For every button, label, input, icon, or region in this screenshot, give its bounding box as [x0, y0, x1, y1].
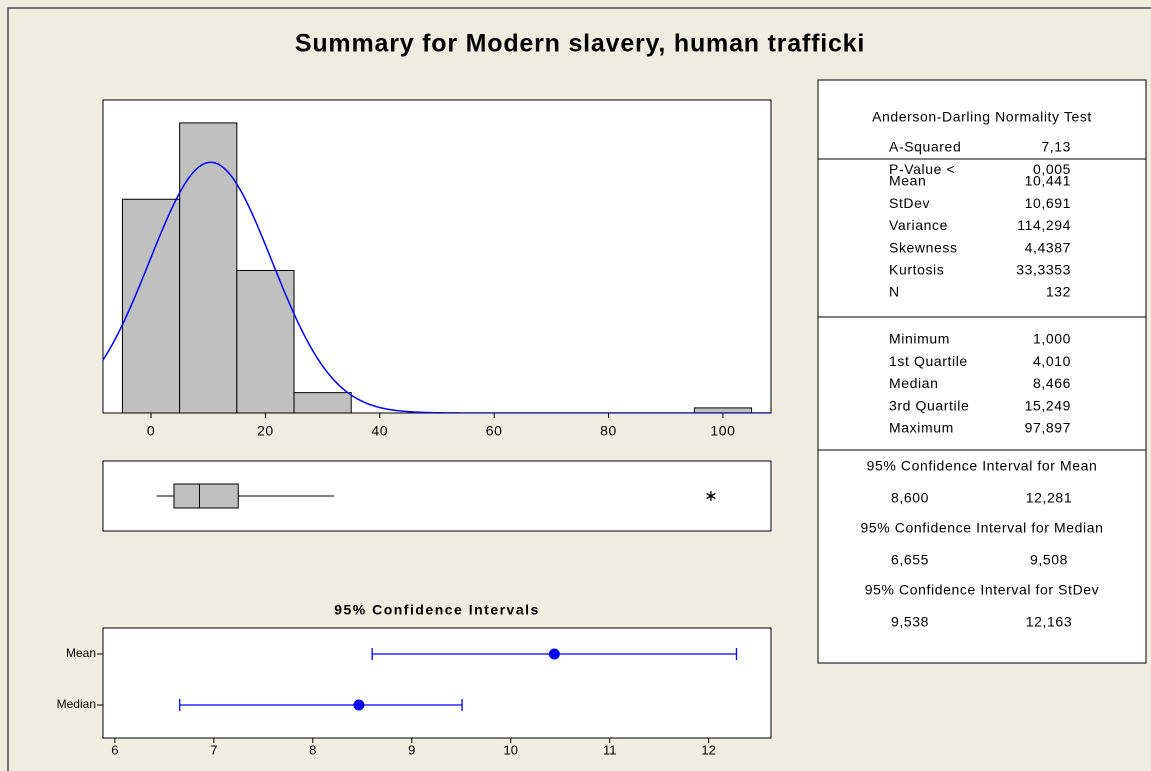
interval-panel	[102, 627, 772, 739]
histogram-bar	[236, 269, 295, 414]
stat-label: StDev	[889, 195, 930, 211]
interval-high: 12,163	[1026, 614, 1072, 630]
interval-title: 95% Confidence Intervals	[334, 602, 540, 618]
stat-value: 7,13	[1041, 139, 1071, 155]
x-tick-label: 7	[210, 742, 217, 757]
interval-high: 12,281	[1026, 490, 1072, 506]
outer-frame	[7, 7, 1151, 771]
interval-low: 8,600	[891, 490, 929, 506]
stat-value: 8,466	[1033, 375, 1071, 391]
stat-value: 0,005	[1033, 161, 1071, 177]
y-tick-label: Mean	[66, 646, 96, 660]
interval-header: 95% Confidence Interval for Mean	[867, 458, 1098, 474]
interval-low: 9,538	[891, 614, 929, 630]
outlier	[706, 491, 716, 501]
interval-high: 9,508	[1030, 552, 1068, 568]
x-tick-label: 40	[371, 423, 388, 439]
ci-point	[548, 648, 560, 660]
x-tick-label: 11	[603, 742, 617, 757]
stat-value: 33,3353	[1016, 262, 1071, 278]
interval-header: 95% Confidence Interval for Median	[861, 520, 1104, 536]
ci-point	[353, 699, 365, 711]
x-tick-label: 100	[710, 423, 735, 439]
x-tick-label: 20	[257, 423, 274, 439]
section-header: Anderson-Darling Normality Test	[872, 109, 1092, 125]
x-tick-label: 6	[111, 742, 118, 757]
stat-label: Median	[889, 375, 939, 391]
x-tick-label: 10	[503, 742, 517, 757]
stat-value: 10,691	[1025, 195, 1071, 211]
stat-label: Maximum	[889, 420, 954, 436]
x-tick-label: 60	[486, 423, 503, 439]
stat-label: P-Value <	[889, 161, 955, 177]
interval-header: 95% Confidence Interval for StDev	[865, 582, 1100, 598]
histogram-bar	[179, 122, 238, 414]
y-tick-label: Median	[57, 697, 96, 711]
stat-label: 3rd Quartile	[889, 397, 969, 413]
chart-title: Summary for Modern slavery, human traffi…	[295, 30, 865, 58]
stat-value: 132	[1046, 284, 1071, 300]
stat-label: Mean	[889, 173, 926, 189]
stat-value: 114,294	[1017, 217, 1071, 233]
stat-value: 4,4387	[1025, 239, 1071, 255]
x-tick-label: 80	[600, 423, 617, 439]
stats-table	[817, 79, 1147, 664]
histogram-bar	[293, 392, 352, 414]
stat-label: Minimum	[889, 331, 950, 347]
stat-label: 1st Quartile	[889, 353, 968, 369]
box	[173, 483, 239, 509]
stat-value: 15,249	[1025, 397, 1071, 413]
x-tick-label: 0	[147, 423, 155, 439]
stat-label: Kurtosis	[889, 262, 944, 278]
x-tick-label: 12	[701, 742, 715, 757]
stat-label: Skewness	[889, 239, 958, 255]
stat-value: 10,441	[1025, 173, 1071, 189]
stat-value: 97,897	[1025, 420, 1071, 436]
stat-label: N	[889, 284, 900, 300]
normal-fit	[103, 161, 771, 413]
outlier-stroke	[706, 492, 716, 500]
histogram-bar	[693, 407, 753, 414]
x-tick-label: 9	[408, 742, 415, 757]
interval-low: 6,655	[891, 552, 929, 568]
stat-value: 4,010	[1033, 353, 1071, 369]
stat-label: A-Squared	[889, 139, 961, 155]
stat-value: 1,000	[1033, 331, 1071, 347]
stat-label: Variance	[889, 217, 948, 233]
x-tick-label: 8	[309, 742, 316, 757]
